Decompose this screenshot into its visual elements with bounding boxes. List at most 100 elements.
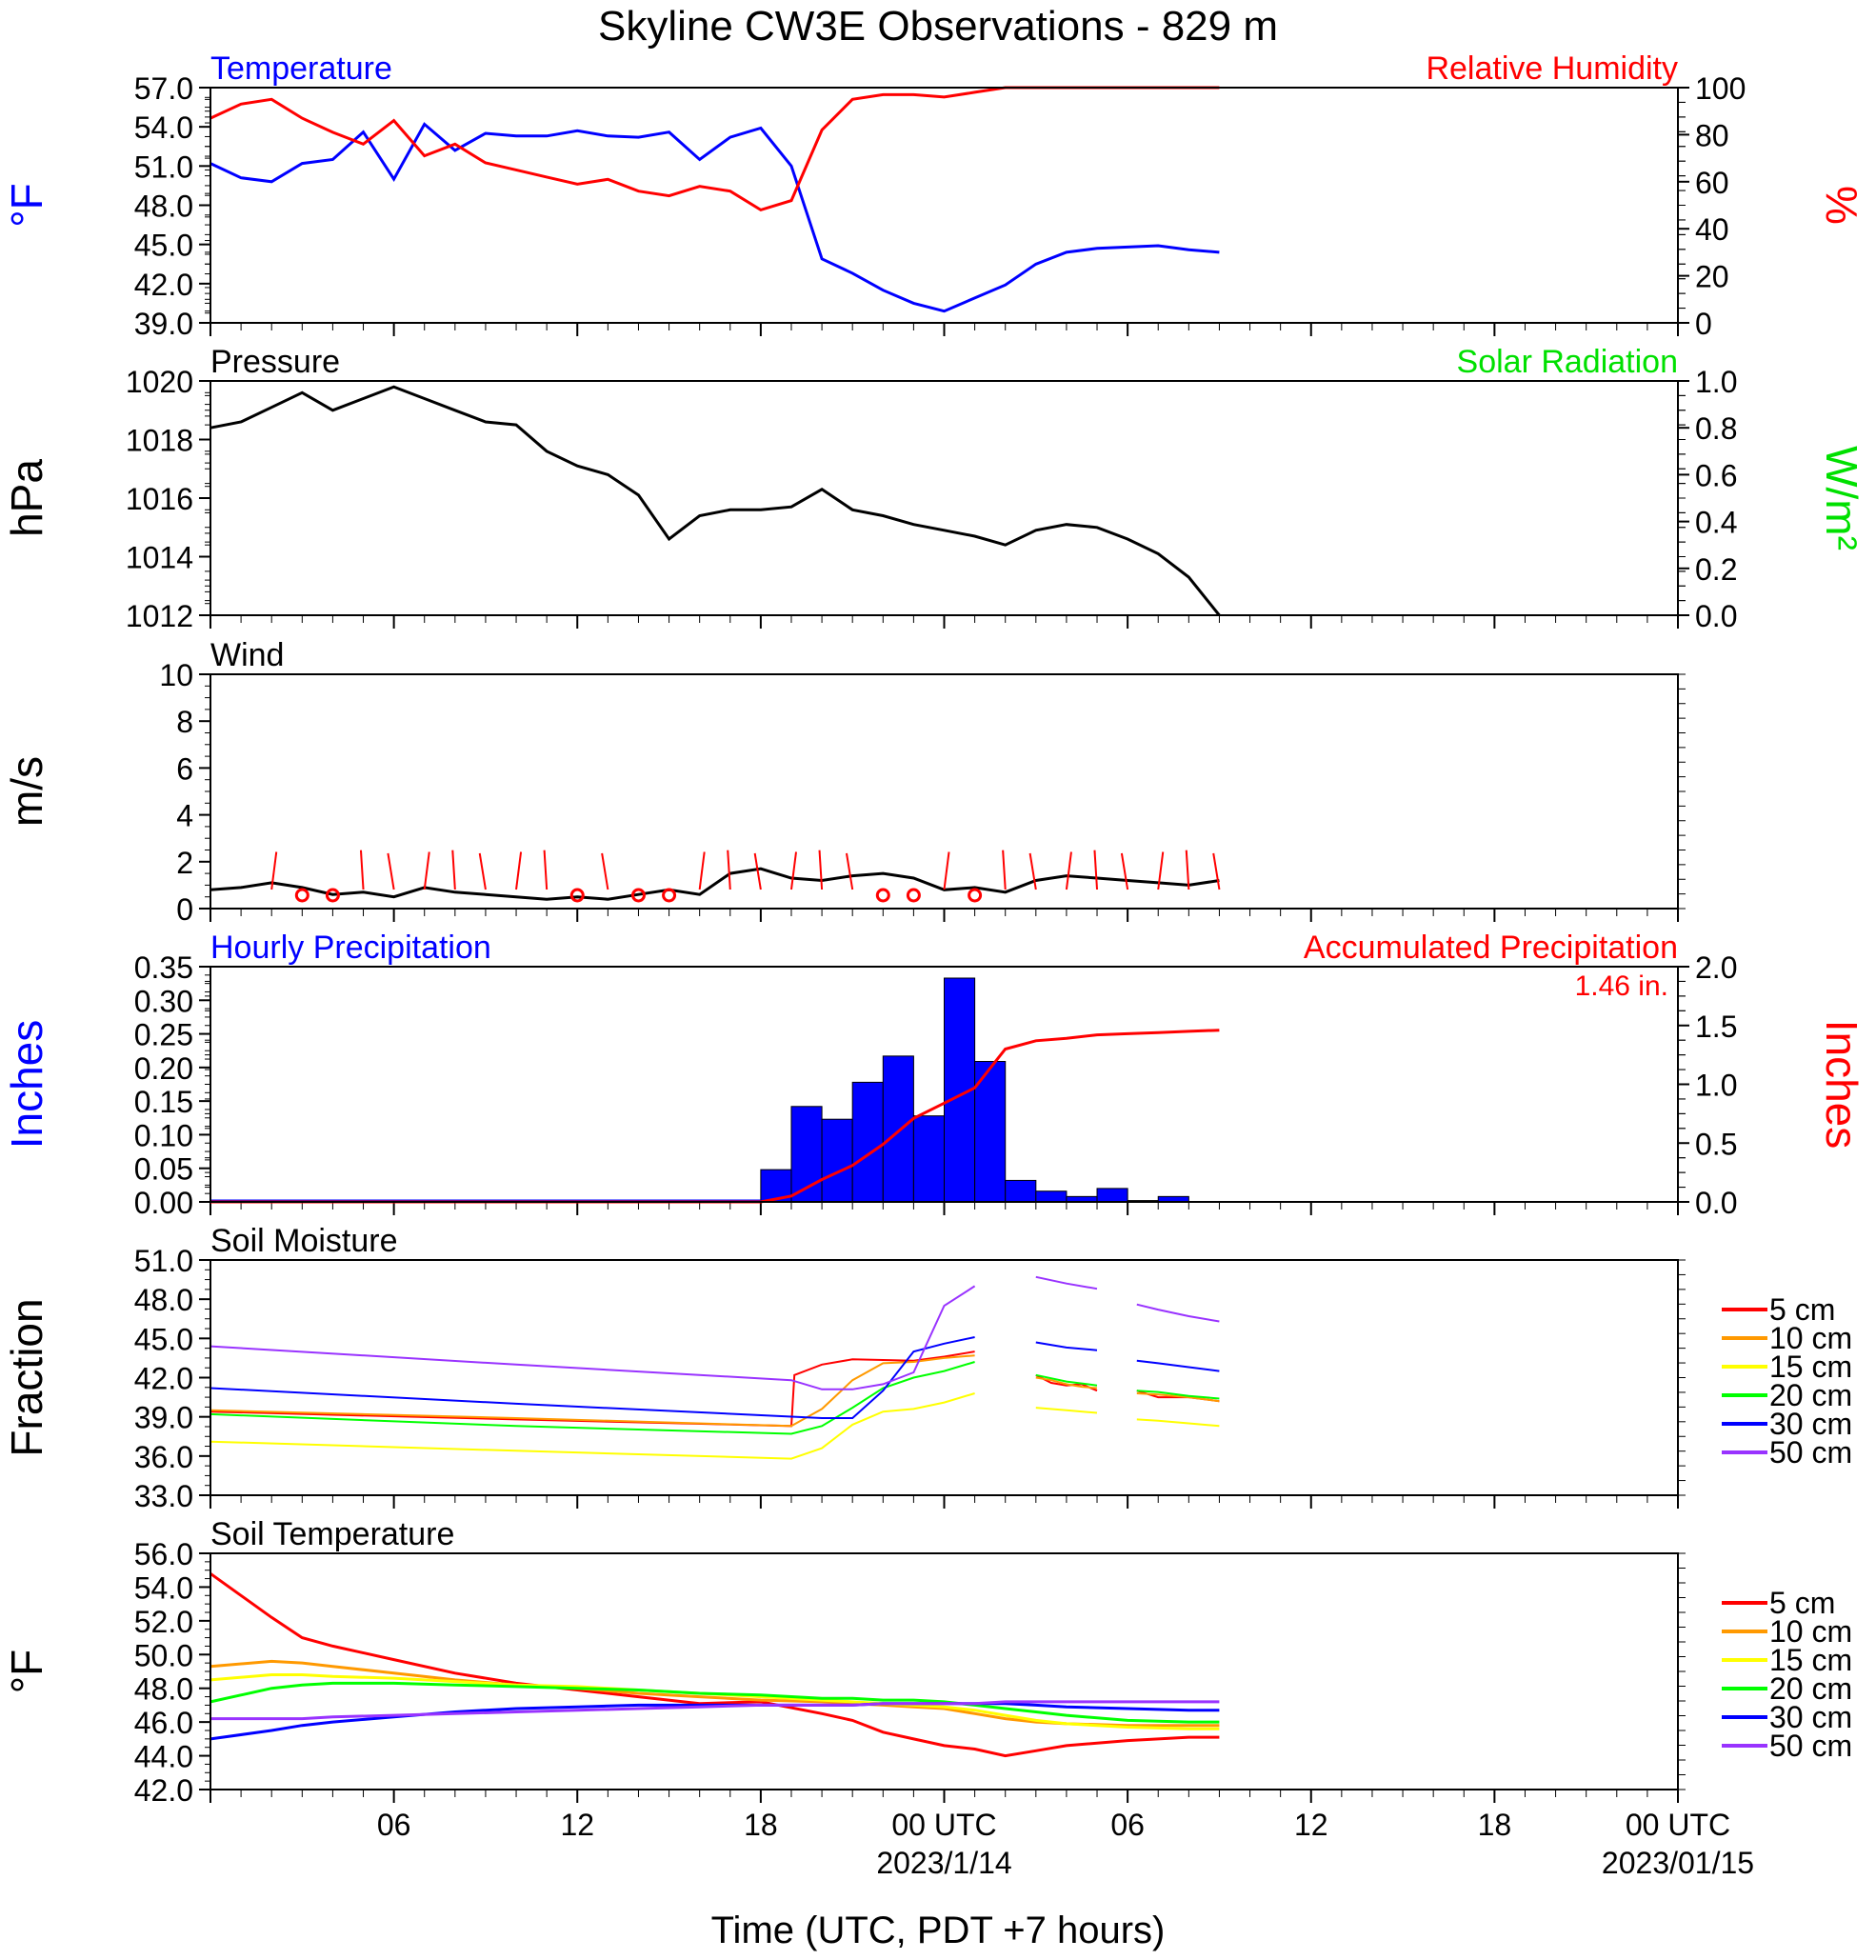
wind-barb	[818, 850, 824, 890]
x-tick-label: 06	[377, 1808, 411, 1842]
y-tick-label-right: 20	[1695, 260, 1729, 294]
y-tick-label-left: 56.0	[134, 1537, 193, 1571]
series-line-50cm	[210, 1285, 976, 1390]
wind-barb	[789, 851, 797, 890]
y-tick-label-left: 10	[159, 658, 193, 692]
wind-barb	[478, 852, 487, 890]
y-axis-label-right: W/m²	[1817, 446, 1866, 550]
precip-total-annotation: 1.46 in.	[1575, 970, 1668, 1002]
y-tick-label-left: 48.0	[134, 190, 193, 224]
y-tick-label-left: 36.0	[134, 1440, 193, 1474]
y-tick-label-left: 39.0	[134, 307, 193, 341]
y-tick-label-left: 0.30	[134, 984, 193, 1018]
series-line-30-cm	[210, 1702, 1220, 1741]
y-tick-label-left: 45.0	[134, 1322, 193, 1356]
date-label: 2023/1/14	[876, 1846, 1011, 1880]
panel-title-right: Solar Radiation	[1457, 344, 1678, 380]
wind-barb	[845, 852, 854, 890]
series-line-10cm	[1136, 1392, 1220, 1403]
x-tick-label: 06	[1110, 1808, 1145, 1842]
wind-barb	[601, 852, 609, 890]
y-tick-label-right: 0.0	[1695, 1186, 1737, 1220]
precip-bar	[1035, 1190, 1068, 1203]
accumulated-precip-line	[210, 1029, 1220, 1204]
y-tick-label-left: 54.0	[134, 110, 193, 145]
y-tick-label-left: 0.15	[134, 1085, 193, 1119]
series-line-50-cm	[210, 1700, 1220, 1721]
legend-label: 30 cm	[1769, 1407, 1852, 1441]
y-tick-label-left: 0.10	[134, 1118, 193, 1152]
panel-frame	[210, 380, 1679, 616]
precip-bar	[1005, 1179, 1037, 1203]
panel-title-left: Pressure	[210, 344, 340, 380]
y-tick-label-right: 0.8	[1695, 411, 1737, 446]
x-tick-label: 12	[1294, 1808, 1328, 1842]
panel-frame	[210, 1259, 1679, 1496]
calm-wind-marker	[906, 888, 921, 903]
y-tick-label-left: 48.0	[134, 1283, 193, 1317]
time-axis: 06 12 18 00 UTC 06 12 18 00 UTC 2023/1/14 2023/01…	[377, 1808, 1754, 1880]
panel-title-right: Accumulated Precipitation	[1304, 930, 1678, 966]
wind-barb	[1212, 852, 1221, 890]
legend-label: 5 cm	[1769, 1586, 1835, 1620]
wind-barb	[1093, 850, 1099, 890]
panel-title-left: Hourly Precipitation	[210, 930, 491, 966]
y-tick-label-left: 50.0	[134, 1638, 193, 1672]
y-axis-label-left: hPa	[2, 459, 51, 537]
legend-label: 20 cm	[1769, 1671, 1852, 1706]
y-tick-label-left: 51.0	[134, 1244, 193, 1278]
wind-barb	[1120, 852, 1129, 890]
panel-title-left: Wind	[210, 637, 284, 673]
series-line-20cm	[1035, 1373, 1098, 1387]
series-line-15-cm	[210, 1673, 1220, 1730]
y-tick-label-right: 1.0	[1695, 365, 1737, 399]
panel-temperature_rh: Temperature Relative Humidity °F 57.0 54.0 51…	[2, 50, 1866, 341]
y-tick-label-left: 0.35	[134, 950, 193, 985]
y-tick-label-left: 0.05	[134, 1152, 193, 1187]
precip-bar	[851, 1081, 884, 1203]
x-tick-label: 18	[1478, 1808, 1512, 1842]
y-tick-label-left: 42.0	[134, 268, 193, 302]
y-tick-label-left: 45.0	[134, 229, 193, 263]
calm-wind-marker	[294, 888, 309, 903]
panel-soil_moisture: Soil Moisture Fraction 51.0 48.0 45.0 42.0 39.…	[2, 1223, 1852, 1513]
y-tick-label-left: 0.20	[134, 1051, 193, 1086]
y-tick-label-left: 2	[176, 846, 193, 880]
wind-barb	[753, 852, 762, 890]
panel-frame	[210, 966, 1679, 1203]
y-axis-label-right: %	[1817, 186, 1866, 225]
panel-title-right: Relative Humidity	[1426, 50, 1678, 87]
panel-frame	[210, 1552, 1679, 1790]
legend-label: 5 cm	[1769, 1292, 1835, 1327]
y-axis-label-left: m/s	[2, 756, 51, 827]
wind-barb	[451, 850, 456, 890]
y-tick-label-left: 33.0	[134, 1479, 193, 1513]
x-tick-label: 18	[744, 1808, 778, 1842]
precip-bar	[821, 1118, 853, 1203]
wind-barb	[1185, 850, 1190, 890]
legend-label: 50 cm	[1769, 1435, 1852, 1470]
y-tick-label-left: 57.0	[134, 71, 193, 106]
panel-frame	[210, 673, 1679, 910]
y-axis-label-left: Fraction	[2, 1298, 51, 1456]
y-tick-label-right: 0.4	[1695, 506, 1737, 540]
calm-wind-marker	[569, 888, 585, 903]
y-tick-label-left: 1012	[126, 599, 193, 633]
precip-bar	[882, 1055, 914, 1203]
y-tick-label-right: 0.2	[1695, 552, 1737, 587]
legend-label: 15 cm	[1769, 1350, 1852, 1384]
legend-label: 10 cm	[1769, 1321, 1852, 1355]
panel-precipitation: Hourly Precipitation Accumulated Precipit…	[2, 930, 1866, 1220]
y-tick-label-right: 1.0	[1695, 1069, 1737, 1103]
y-tick-label-right: 0.5	[1695, 1127, 1737, 1161]
y-tick-label-right: 0.0	[1695, 599, 1737, 633]
wind-barb	[1002, 850, 1007, 890]
series-line-5-cm	[210, 1572, 1220, 1758]
y-tick-label-left: 1018	[126, 424, 193, 458]
wind-barb	[1065, 851, 1072, 890]
figure-title: Skyline CW3E Observations - 829 m	[598, 3, 1278, 50]
y-tick-label-right: 0	[1695, 307, 1712, 341]
series-line-20cm	[1136, 1390, 1220, 1400]
x-axis-label: Time (UTC, PDT +7 hours)	[711, 1910, 1166, 1951]
calm-wind-marker	[875, 888, 890, 903]
